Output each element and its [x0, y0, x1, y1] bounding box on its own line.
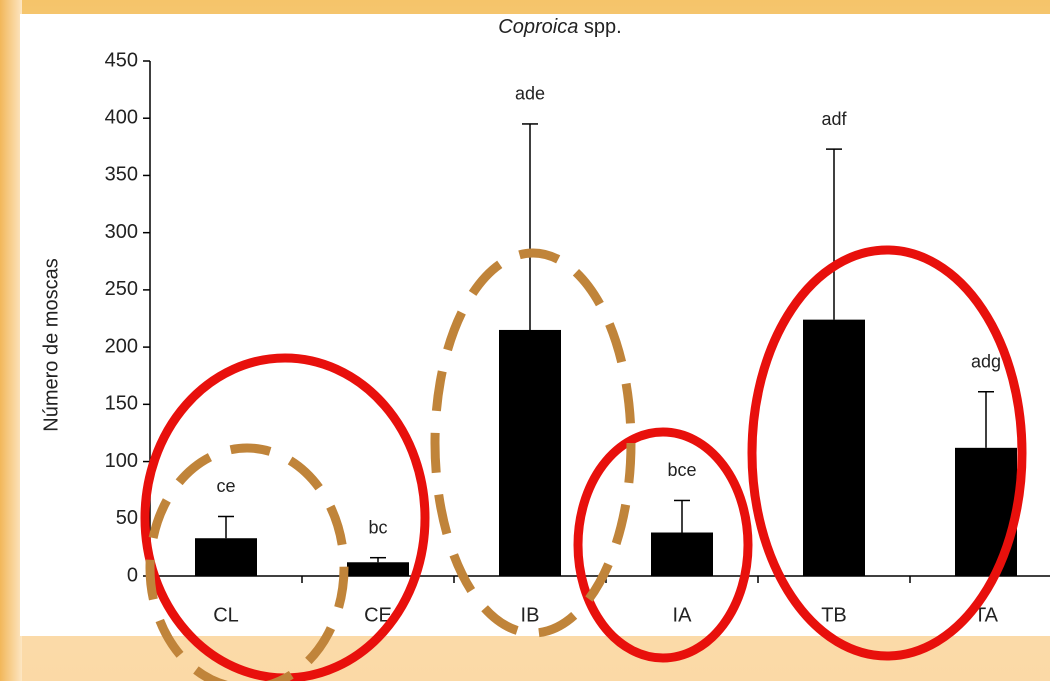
y-tick-label: 350 — [105, 164, 138, 186]
dashed-ellipse — [145, 443, 349, 681]
bar — [195, 538, 257, 576]
y-tick-label: 450 — [105, 49, 138, 71]
significance-label: bc — [368, 517, 387, 537]
x-tick-label: CL — [213, 604, 239, 626]
annotations-overlay — [140, 245, 1027, 681]
y-tick-label: 200 — [105, 335, 138, 357]
y-axis-label: Número de moscas — [40, 258, 62, 431]
bar — [803, 319, 865, 576]
title-genus: Coproica — [498, 16, 578, 38]
y-tick-label: 50 — [116, 507, 138, 529]
chart-title: Coproica spp. — [498, 16, 621, 38]
bar — [651, 532, 713, 576]
bar — [347, 562, 409, 576]
dashed-ellipse — [430, 248, 636, 638]
significance-label: bce — [667, 460, 696, 480]
y-tick-label: 0 — [127, 564, 138, 586]
title-suffix: spp. — [584, 16, 622, 38]
highlight-ellipse — [747, 245, 1027, 661]
y-tick-label: 150 — [105, 393, 138, 415]
bar — [499, 329, 561, 576]
x-tick-label: TA — [974, 604, 999, 626]
significance-label: adg — [971, 351, 1001, 371]
significance-label: ade — [515, 84, 545, 104]
x-tick-label: TB — [821, 604, 847, 626]
y-tick-label: 400 — [105, 107, 138, 129]
x-tick-label: IB — [521, 604, 540, 626]
plot: 0 50 100 150 200 250 300 350 400 450 ce CL bc CE ade IB… — [105, 49, 1050, 626]
significance-label: ce — [216, 476, 235, 496]
background-edge — [0, 0, 22, 681]
x-tick-label: CE — [364, 604, 392, 626]
significance-label: adf — [821, 109, 847, 129]
x-tick-label: IA — [673, 604, 693, 626]
y-tick-label: 300 — [105, 221, 138, 243]
y-tick-label: 100 — [105, 450, 138, 472]
y-tick-label: 250 — [105, 278, 138, 300]
highlight-ellipse — [573, 427, 753, 663]
